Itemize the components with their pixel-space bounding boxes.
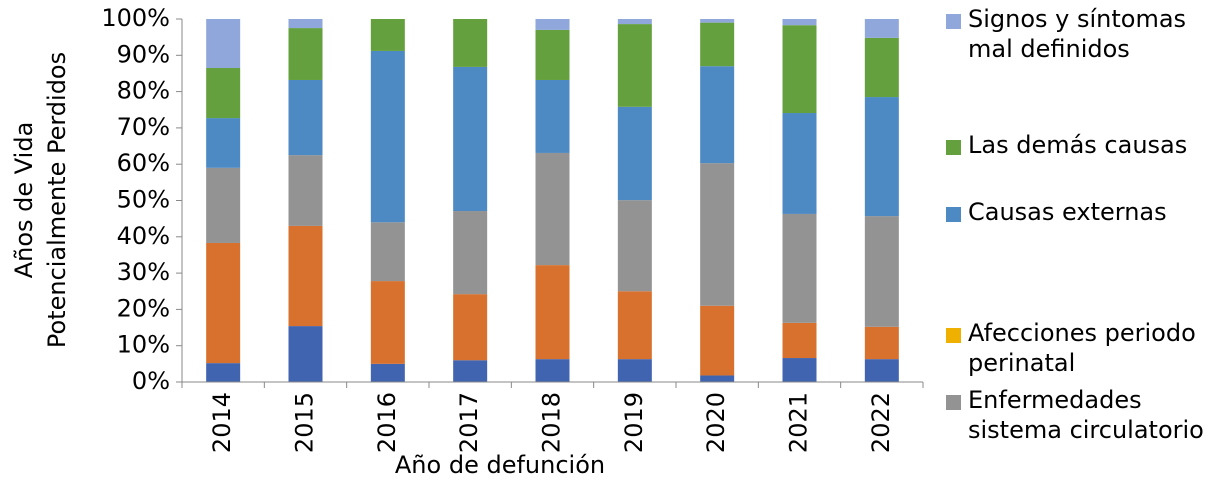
bar-segment xyxy=(782,25,817,114)
legend-label: Signos y síntomas mal definidos xyxy=(968,5,1187,63)
x-tick-label: 2016 xyxy=(373,392,401,453)
y-axis-title: Años de Vida xyxy=(10,122,38,279)
y-tick-label: 60% xyxy=(117,149,170,177)
bar-segment xyxy=(206,363,241,382)
bar-segment xyxy=(617,106,652,201)
bar-segment xyxy=(617,291,652,360)
bar-segment xyxy=(453,294,488,361)
bar-segment xyxy=(864,37,899,98)
y-tick-label: 80% xyxy=(117,77,170,105)
bar-segment xyxy=(700,163,735,306)
bar-segment xyxy=(288,155,323,226)
bar-segment xyxy=(782,322,817,359)
bar-segment xyxy=(535,79,570,153)
bar-segment xyxy=(370,363,405,382)
bar-segment xyxy=(370,50,405,223)
legend-swatch xyxy=(946,140,961,155)
bar-segment xyxy=(782,113,817,214)
bar-segment xyxy=(206,118,241,168)
legend-swatch xyxy=(946,14,961,29)
bar-segment xyxy=(782,19,817,26)
legend-swatch xyxy=(946,328,961,343)
bar-segment xyxy=(864,359,899,382)
bar-segment xyxy=(617,24,652,107)
bar-segment xyxy=(864,19,899,38)
bar-segment xyxy=(206,68,241,119)
bar-segment xyxy=(617,19,652,25)
y-tick-label: 0% xyxy=(132,367,170,395)
bar-segment xyxy=(700,305,735,376)
x-tick-label: 2018 xyxy=(538,392,566,453)
bar-segment xyxy=(700,375,735,382)
bar-segment xyxy=(782,213,817,323)
y-tick-label: 10% xyxy=(117,331,170,359)
y-tick-label: 100% xyxy=(101,4,170,32)
legend-label: Enfermedades sistema circulatorio xyxy=(968,386,1204,444)
y-tick-label: 40% xyxy=(117,222,170,250)
x-tick-label: 2014 xyxy=(208,392,236,453)
bar-segment xyxy=(206,242,241,364)
bar-segment xyxy=(864,97,899,217)
legend-label: Las demás causas xyxy=(968,131,1188,159)
legend-label: Afecciones periodo perinatal xyxy=(968,319,1196,377)
bar-segment xyxy=(700,66,735,164)
x-tick-label: 2022 xyxy=(867,392,895,453)
bar-segment xyxy=(700,22,735,67)
bar-segment xyxy=(288,326,323,382)
y-tick-label: 90% xyxy=(117,40,170,68)
y-tick-label: 50% xyxy=(117,186,170,214)
legend-swatch xyxy=(946,207,961,222)
bar-segment xyxy=(617,200,652,292)
bar-segment xyxy=(535,359,570,382)
bar-segment xyxy=(535,19,570,30)
bar-segment xyxy=(288,19,323,29)
y-tick-label: 20% xyxy=(117,294,170,322)
y-tick-label: 70% xyxy=(117,113,170,141)
bar-segment xyxy=(535,265,570,360)
bar-segment xyxy=(370,19,405,51)
bar-segment xyxy=(453,66,488,212)
x-tick-label: 2017 xyxy=(455,392,483,453)
x-tick-label: 2021 xyxy=(785,392,813,453)
bar-segment xyxy=(864,216,899,327)
bar-segment xyxy=(535,152,570,266)
bar-segment xyxy=(782,358,817,382)
bar-segment xyxy=(288,28,323,80)
bar-segment xyxy=(453,211,488,295)
bar-segment xyxy=(288,225,323,327)
bar-segment xyxy=(288,79,323,156)
bar-segment xyxy=(453,19,488,67)
bar-segment xyxy=(700,19,735,23)
y-tick-label: 30% xyxy=(117,258,170,286)
bar-segment xyxy=(453,360,488,382)
bar-segment xyxy=(617,359,652,382)
x-tick-label: 2019 xyxy=(620,392,648,453)
bar-segment xyxy=(206,19,241,69)
y-axis-title: Potencialmente Perdidos xyxy=(43,52,71,348)
bar-segment xyxy=(206,167,241,243)
legend-label: Causas externas xyxy=(968,198,1167,226)
bar-segment xyxy=(370,281,405,364)
bar-segment xyxy=(370,222,405,282)
x-axis-title: Año de defunción xyxy=(395,451,605,479)
x-tick-label: 2020 xyxy=(702,392,730,453)
x-tick-label: 2015 xyxy=(291,392,319,453)
legend-swatch xyxy=(946,395,961,410)
bar-segment xyxy=(535,29,570,80)
bar-segment xyxy=(864,326,899,360)
